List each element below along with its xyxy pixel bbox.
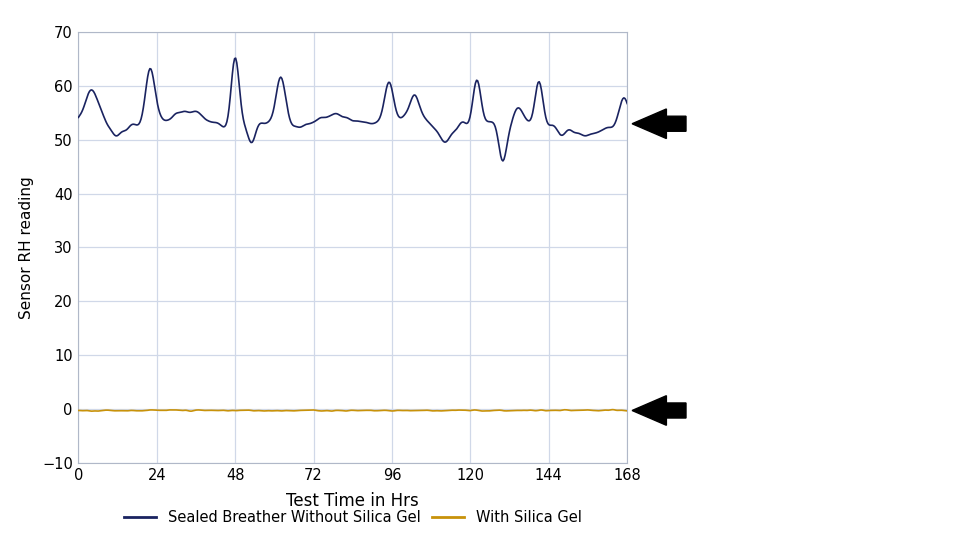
Legend: Sealed Breather Without Silica Gel, With Silica Gel: Sealed Breather Without Silica Gel, With… <box>118 504 588 530</box>
Y-axis label: Sensor RH reading: Sensor RH reading <box>19 176 33 319</box>
X-axis label: Test Time in Hrs: Test Time in Hrs <box>286 492 419 509</box>
